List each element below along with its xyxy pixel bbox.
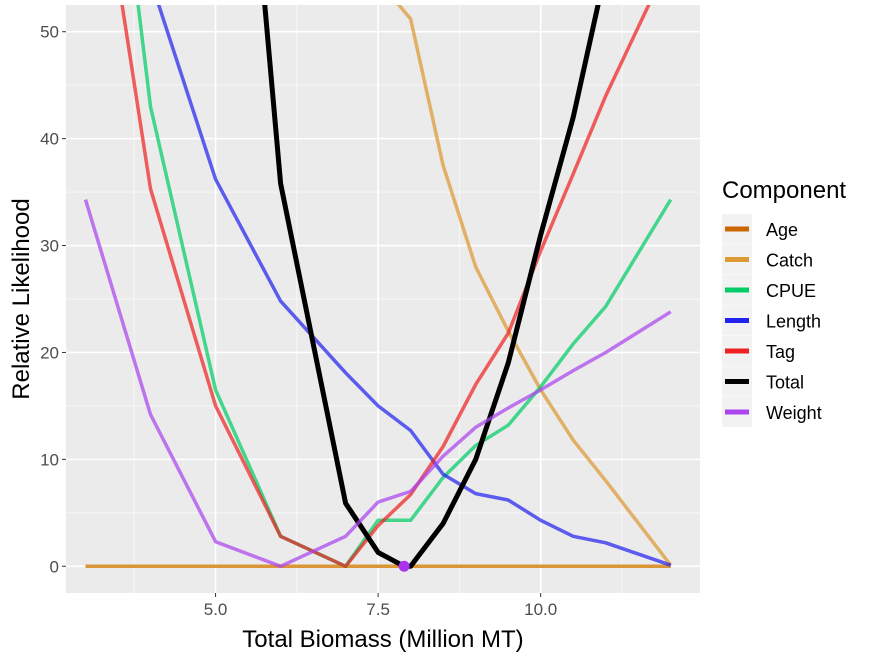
points-layer bbox=[398, 560, 410, 572]
series-line-total bbox=[262, 5, 601, 569]
x-tick-label: 7.5 bbox=[366, 600, 390, 619]
legend-label-total: Total bbox=[766, 373, 804, 393]
legend-label-age: Age bbox=[766, 220, 798, 240]
series-line-length bbox=[156, 5, 672, 567]
legend-label-cpue: CPUE bbox=[766, 281, 816, 301]
series-line-tag bbox=[120, 5, 651, 569]
series-layer bbox=[83, 5, 673, 569]
x-axis-title: Total Biomass (Million MT) bbox=[242, 626, 523, 653]
min-point bbox=[398, 560, 410, 572]
y-tick-label: 50 bbox=[40, 23, 59, 42]
x-tick-label: 5.0 bbox=[204, 600, 228, 619]
legend-items: Age Catch CPUE Length Tag Total Weight bbox=[722, 214, 822, 427]
legend-label-catch: Catch bbox=[766, 251, 813, 271]
y-tick-label: 0 bbox=[50, 557, 59, 576]
y-tick-label: 10 bbox=[40, 450, 59, 469]
legend-label-length: Length bbox=[766, 312, 821, 332]
x-axis: 5.0 7.5 10.0 bbox=[204, 593, 557, 619]
series-line-weight bbox=[83, 199, 672, 569]
legend: Component Age Catch CPUE Length Tag Total Weig… bbox=[722, 177, 846, 427]
y-axis: 0 10 20 30 40 50 bbox=[40, 23, 66, 576]
y-axis-title: Relative Likelihood bbox=[8, 198, 35, 399]
legend-label-tag: Tag bbox=[766, 342, 795, 362]
y-tick-label: 30 bbox=[40, 237, 59, 256]
series-line-cpue bbox=[136, 5, 673, 569]
legend-title: Component bbox=[722, 177, 846, 204]
x-tick-label: 10.0 bbox=[524, 600, 557, 619]
y-tick-label: 40 bbox=[40, 130, 59, 149]
y-tick-label: 20 bbox=[40, 343, 59, 362]
legend-label-weight: Weight bbox=[766, 403, 822, 423]
